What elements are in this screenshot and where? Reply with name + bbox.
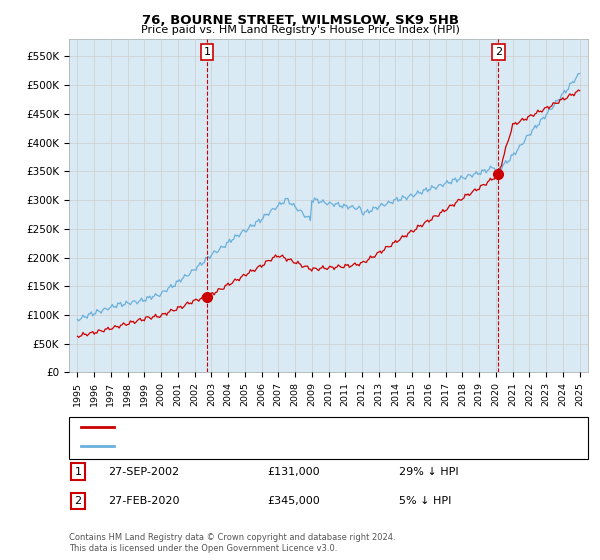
Text: Contains HM Land Registry data © Crown copyright and database right 2024.
This d: Contains HM Land Registry data © Crown c… — [69, 533, 395, 553]
Text: £131,000: £131,000 — [267, 466, 320, 477]
Text: 27-FEB-2020: 27-FEB-2020 — [108, 496, 179, 506]
Text: 2: 2 — [74, 496, 82, 506]
Text: 29% ↓ HPI: 29% ↓ HPI — [399, 466, 458, 477]
Text: 1: 1 — [74, 466, 82, 477]
Text: 27-SEP-2002: 27-SEP-2002 — [108, 466, 179, 477]
Text: 76, BOURNE STREET, WILMSLOW, SK9 5HB: 76, BOURNE STREET, WILMSLOW, SK9 5HB — [142, 14, 458, 27]
Text: Price paid vs. HM Land Registry's House Price Index (HPI): Price paid vs. HM Land Registry's House … — [140, 25, 460, 35]
Text: 2: 2 — [495, 47, 502, 57]
Text: 5% ↓ HPI: 5% ↓ HPI — [399, 496, 451, 506]
Text: HPI: Average price, detached house, Cheshire East: HPI: Average price, detached house, Ches… — [120, 441, 385, 451]
Text: 1: 1 — [203, 47, 211, 57]
Text: 76, BOURNE STREET, WILMSLOW, SK9 5HB (detached house): 76, BOURNE STREET, WILMSLOW, SK9 5HB (de… — [120, 422, 438, 432]
Text: £345,000: £345,000 — [267, 496, 320, 506]
